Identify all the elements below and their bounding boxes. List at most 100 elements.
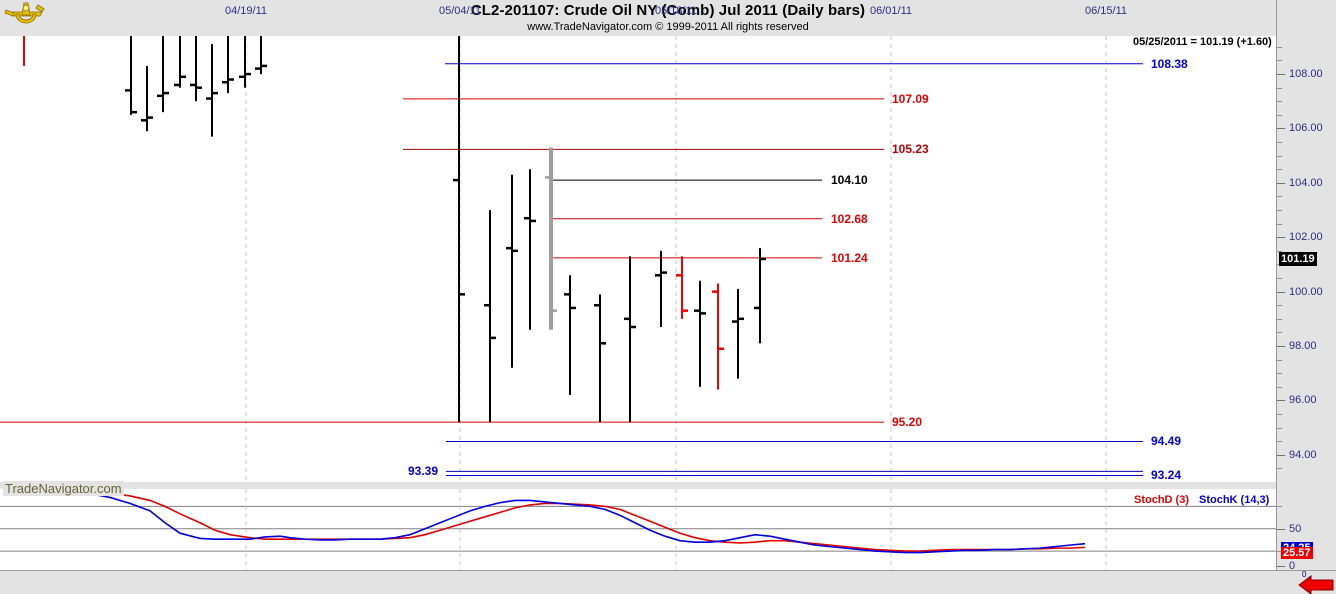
ohlc-bar[interactable]	[506, 174, 518, 368]
axis-tick-minor	[1277, 386, 1282, 388]
ohlc-bar[interactable]	[524, 169, 536, 330]
price-level-label[interactable]: 101.24	[831, 250, 868, 265]
ohlc-bar[interactable]	[545, 147, 557, 330]
price-axis-right[interactable]	[1276, 0, 1336, 570]
price-plot-svg	[0, 36, 1143, 482]
price-axis-label: 108.00	[1289, 68, 1323, 81]
axis-tick	[1277, 454, 1285, 456]
price-level-label[interactable]: 102.68	[831, 211, 868, 226]
price-level-label[interactable]: 107.09	[892, 91, 929, 106]
axis-tick	[1277, 400, 1285, 402]
left-arrow-icon[interactable]: 0	[1297, 569, 1335, 594]
axis-tick	[1277, 237, 1285, 239]
axis-tick-minor	[1277, 46, 1282, 48]
ohlc-bar[interactable]	[157, 36, 169, 113]
axis-tick-minor	[1277, 155, 1282, 157]
ohlc-bar[interactable]	[174, 36, 186, 88]
price-axis-label: 104.00	[1289, 176, 1323, 189]
axis-tick	[1277, 128, 1285, 130]
axis-tick-minor	[1277, 305, 1282, 307]
price-axis-label: 98.00	[1289, 340, 1317, 353]
ohlc-bar[interactable]	[732, 288, 744, 379]
price-axis-label: 94.00	[1289, 448, 1317, 461]
date-axis-label: 06/15/11	[1084, 5, 1128, 17]
price-axis-label: 96.00	[1289, 394, 1317, 407]
price-level-label[interactable]: 93.39	[407, 464, 438, 479]
ohlc-bar[interactable]	[18, 36, 30, 66]
stochd-curve[interactable]	[89, 491, 1086, 552]
ohlc-bar[interactable]	[222, 36, 234, 94]
axis-tick-minor	[1277, 506, 1282, 508]
indicator-header-strip	[0, 482, 1276, 491]
axis-tick-minor	[1277, 142, 1282, 144]
axis-tick	[1277, 346, 1285, 348]
axis-tick-minor	[1277, 223, 1282, 225]
date-axis-label: 04/19/11	[224, 5, 268, 17]
legend-stochd[interactable]: StochD (3)	[1134, 494, 1189, 506]
ohlc-bar[interactable]	[255, 36, 267, 75]
axis-tick-minor	[1277, 359, 1282, 361]
price-chart-pane[interactable]	[0, 36, 1276, 482]
ohlc-bar[interactable]	[484, 210, 496, 423]
axis-tick-minor	[1277, 210, 1282, 212]
indicator-pane[interactable]	[0, 489, 1276, 570]
ohlc-bar[interactable]	[712, 283, 724, 390]
axis-tick-minor	[1277, 87, 1282, 89]
price-axis-label: 100.00	[1289, 285, 1323, 298]
ohlc-bar[interactable]	[190, 36, 202, 102]
axis-tick-minor	[1277, 551, 1282, 553]
axis-tick	[1277, 566, 1285, 567]
axis-tick	[1277, 182, 1285, 184]
price-level-label[interactable]: 95.20	[892, 415, 923, 430]
axis-tick	[1277, 291, 1285, 293]
axis-tick-minor	[1277, 427, 1282, 429]
last-quote-note: 05/25/2011 = 101.19 (+1.60)	[1133, 36, 1272, 48]
axis-tick-minor	[1277, 169, 1282, 171]
copyright-subtitle: www.TradeNavigator.com © 1999-2011 All r…	[527, 21, 809, 33]
svg-text:0: 0	[1302, 570, 1307, 579]
ohlc-bar[interactable]	[655, 250, 667, 327]
axis-tick	[1277, 528, 1285, 530]
ohlc-bar[interactable]	[453, 36, 465, 423]
stochastic-plot-svg	[0, 489, 1276, 570]
price-level-label[interactable]: 93.24	[1151, 468, 1182, 483]
date-axis-bottom[interactable]	[0, 570, 1336, 594]
axis-tick-minor	[1277, 441, 1282, 443]
axis-tick-minor	[1277, 101, 1282, 103]
ohlc-bar[interactable]	[206, 44, 218, 137]
ohlc-bar[interactable]	[624, 256, 636, 423]
price-level-label[interactable]: 105.23	[892, 142, 929, 157]
date-axis-label: 05/04/11	[438, 5, 482, 17]
price-level-label[interactable]: 104.10	[831, 173, 868, 188]
stochk-curve[interactable]	[89, 492, 1086, 554]
ohlc-bar[interactable]	[141, 65, 153, 132]
ohlc-bar[interactable]	[239, 36, 251, 88]
axis-tick-minor	[1277, 468, 1282, 470]
indicator-axis-label: 0	[1289, 560, 1296, 572]
date-axis-label: 06/01/11	[869, 5, 913, 17]
price-level-label[interactable]: 108.38	[1151, 56, 1188, 71]
price-level-label[interactable]: 94.49	[1151, 434, 1182, 449]
ohlc-bar[interactable]	[125, 36, 137, 115]
page-title: CL2-201107: Crude Oil NY (Comb) Jul 2011…	[470, 2, 866, 19]
axis-tick	[1277, 74, 1285, 76]
indicator-axis-label: 50	[1289, 522, 1302, 535]
ohlc-bar[interactable]	[694, 280, 706, 387]
ohlc-bar[interactable]	[754, 248, 766, 344]
ohlc-bar[interactable]	[594, 294, 606, 423]
axis-tick-minor	[1277, 60, 1282, 62]
axis-tick-minor	[1277, 318, 1282, 320]
axis-tick-minor	[1277, 373, 1282, 375]
watermark-tradenavigator: TradeNavigator.com	[3, 481, 124, 496]
legend-stochk[interactable]: StochK (14,3)	[1199, 494, 1270, 506]
axis-tick-minor	[1277, 278, 1282, 280]
axis-tick-minor	[1277, 114, 1282, 116]
header-band	[0, 0, 1336, 36]
axis-tick-minor	[1277, 250, 1282, 252]
sextant-logo-icon	[4, 2, 45, 24]
axis-tick-minor	[1277, 332, 1282, 334]
ohlc-bar[interactable]	[564, 275, 576, 395]
price-axis-label: 102.00	[1289, 231, 1323, 244]
ohlc-bar[interactable]	[676, 256, 688, 319]
